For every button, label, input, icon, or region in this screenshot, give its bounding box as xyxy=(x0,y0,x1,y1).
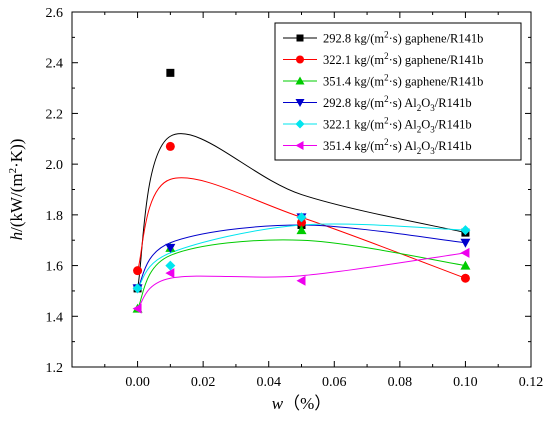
y-tick-label: 2.4 xyxy=(46,57,64,72)
axes: 0.00 0.02 0.04 0.06 0.08 0.10 0.12 1.2 1.4 1.6 1.8… xyxy=(46,6,544,390)
x-tick-label: 0.00 xyxy=(125,375,150,390)
fit-curve xyxy=(137,252,466,310)
fit-curves xyxy=(137,133,466,310)
legend-box xyxy=(274,22,522,161)
y-tick-label: 1.2 xyxy=(46,361,64,376)
legend-label: 322.1 kg/(m2·s) Al2O3/R141b xyxy=(323,116,472,135)
y-axis-title: h/(kW/(m2·K)) xyxy=(7,139,26,241)
data-point xyxy=(460,260,471,270)
y-tick-label: 2.2 xyxy=(46,107,64,122)
legend-marker xyxy=(295,99,305,107)
y-tick-label: 1.8 xyxy=(46,209,64,224)
data-point xyxy=(165,268,175,279)
data-point xyxy=(165,260,176,271)
x-tick-label: 0.10 xyxy=(453,375,478,390)
legend-marker xyxy=(295,76,305,85)
data-point xyxy=(132,283,143,294)
data-point xyxy=(460,247,470,258)
x-tick-label: 0.04 xyxy=(256,375,281,390)
data-point xyxy=(132,303,142,314)
data-point xyxy=(296,212,307,223)
data-point xyxy=(133,266,143,276)
data-point xyxy=(166,68,175,77)
data-point xyxy=(296,225,307,235)
legend-label: 292.8 kg/(m2·s) Al2O3/R141b xyxy=(323,94,472,113)
legend-marker xyxy=(296,34,304,42)
legend-marker xyxy=(296,55,304,64)
y-tick-label: 2.0 xyxy=(46,158,64,173)
fit-curve xyxy=(137,239,466,309)
legend: 292.8 kg/(m2·s) gaphene/R141b 322.1 kg/(m… xyxy=(274,22,522,161)
data-point xyxy=(460,273,470,283)
x-tick-label: 0.08 xyxy=(388,375,413,390)
data-point xyxy=(460,225,471,236)
y-tick-label: 2.6 xyxy=(46,6,64,21)
x-tick-label: 0.12 xyxy=(519,375,544,390)
x-axis-title: w（%） xyxy=(272,394,332,413)
fit-curve xyxy=(137,224,466,289)
legend-marker xyxy=(295,119,305,129)
data-point xyxy=(297,217,306,227)
legend-label: 292.8 kg/(m2·s) gaphene/R141b xyxy=(323,30,483,46)
data-point xyxy=(296,275,306,286)
data-point xyxy=(165,243,176,253)
legend-marker xyxy=(295,141,304,150)
legend-label: 351.4 kg/(m2·s) gaphene/R141b xyxy=(323,73,483,89)
data-point xyxy=(165,141,175,151)
fit-curve xyxy=(137,223,466,289)
legend-label: 322.1 kg/(m2·s) gaphene/R141b xyxy=(323,51,483,67)
y-tick-label: 1.6 xyxy=(46,260,64,275)
data-point xyxy=(460,238,471,248)
x-tick-label: 0.06 xyxy=(322,375,347,390)
legend-label: 351.4 kg/(m2·s) Al2O3/R141b xyxy=(323,137,472,156)
x-tick-label: 0.02 xyxy=(191,375,216,390)
data-markers xyxy=(132,68,471,314)
fit-curve xyxy=(137,133,466,289)
y-tick-label: 1.4 xyxy=(46,310,64,325)
